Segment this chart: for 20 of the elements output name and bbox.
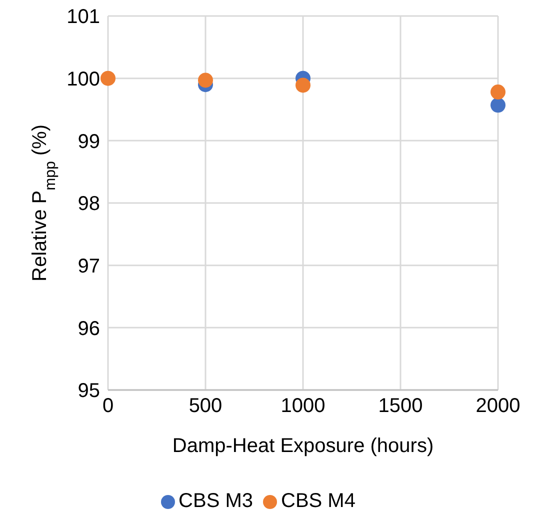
point [490, 98, 506, 113]
y-tick-label: 95 [78, 380, 100, 402]
x-tick-label: 1500 [378, 395, 423, 418]
point [100, 70, 116, 86]
point [296, 78, 310, 93]
x-tick-label: 0 [102, 395, 114, 418]
point [490, 84, 506, 100]
y-tick-label: 96 [78, 318, 100, 340]
x-tick-label: 2000 [476, 395, 520, 418]
y-tick-label: 98 [78, 193, 100, 216]
y-tick-label: 99 [78, 130, 100, 153]
x-tick-label: 1000 [280, 395, 326, 418]
x-tick-label: 500 [188, 395, 222, 418]
legend-label: CBS M3 [178, 490, 253, 512]
y-tick-label: 100 [66, 68, 100, 90]
y-tick-label: 101 [66, 6, 100, 28]
x-axis-title: Damp-Heat Exposure (hours) [172, 435, 434, 458]
legend-label: CBS M4 [281, 490, 356, 512]
point [198, 72, 213, 88]
y-tick-label: 97 [78, 255, 100, 278]
